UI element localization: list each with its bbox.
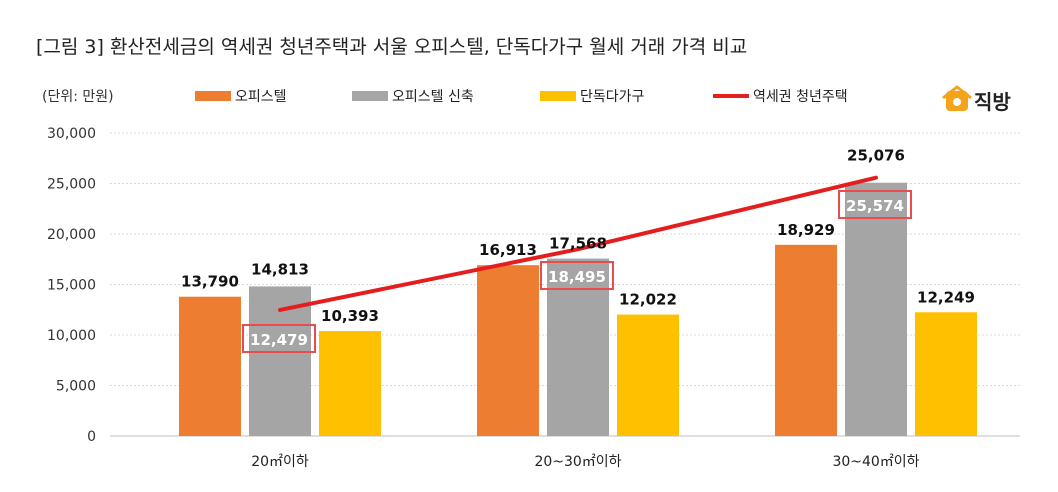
bar-data-label: 13,790 (181, 273, 239, 291)
bars (179, 182, 977, 436)
bar-1-2 (477, 265, 539, 436)
legend-label: 오피스텔 (235, 89, 287, 105)
y-tick-label: 25,000 (47, 177, 96, 193)
y-tick-label: 0 (87, 429, 96, 445)
legend-swatch (195, 91, 231, 101)
line-data-label: 25,574 (846, 197, 904, 215)
line-series (278, 175, 878, 312)
bar-2-3 (845, 182, 907, 436)
legend-swatch (352, 91, 388, 101)
unit-label: (단위: 만원) (42, 89, 114, 105)
bar-1-3 (775, 244, 837, 436)
y-tick-label: 15,000 (47, 278, 96, 294)
y-axis-ticks: 0 5,000 10,000 15,000 20,000 25,000 30,000 (47, 126, 96, 445)
bar-data-label: 18,929 (777, 221, 835, 239)
chart-title: [그림 3] 환산전세금의 역세권 청년주택과 서울 오피스텔, 단독다가구 월… (36, 36, 748, 58)
legend-label: 역세권 청년주택 (753, 89, 848, 105)
line-label-box (242, 324, 316, 353)
y-tick-label: 30,000 (47, 126, 96, 142)
bar-data-label: 14,813 (251, 260, 309, 278)
legend: 오피스텔 오피스텔 신축 단독다가구 역세권 청년주택 (195, 89, 848, 105)
line-label-box (540, 261, 614, 290)
x-category-label: 30~40㎡이하 (832, 454, 919, 470)
line-path (278, 175, 878, 312)
line-data-label: 18,495 (548, 268, 606, 286)
line-data-label: 12,479 (250, 331, 308, 349)
x-category-label: 20㎡이하 (251, 454, 309, 470)
bar-data-label: 17,568 (549, 235, 607, 253)
x-category-label: 20~30㎡이하 (534, 454, 621, 470)
bar-3-3 (915, 312, 977, 436)
bar-data-label: 12,249 (917, 288, 975, 306)
bar-3-2 (617, 314, 679, 436)
line-label-box (838, 190, 912, 219)
y-tick-label: 10,000 (47, 328, 96, 344)
bar-3-1 (319, 331, 381, 436)
legend-swatch (540, 91, 576, 101)
bar-data-label: 12,022 (619, 291, 677, 309)
y-tick-label: 20,000 (47, 227, 96, 243)
house-window-icon (953, 98, 961, 106)
bar-data-label: 16,913 (479, 241, 537, 259)
legend-label: 오피스텔 신축 (392, 89, 474, 105)
bar-data-label: 25,076 (847, 147, 905, 165)
brand-logo: 직방 (942, 85, 1011, 114)
x-axis-categories: 20㎡이하 20~30㎡이하 30~40㎡이하 (251, 454, 919, 470)
bar-data-label: 10,393 (321, 307, 379, 325)
house-roof-icon (942, 85, 972, 100)
data-labels: 13,790 16,913 18,929 14,813 17,568 25,076 10,3… (181, 147, 975, 353)
legend-label: 단독다가구 (580, 89, 645, 105)
y-tick-label: 5,000 (56, 379, 96, 395)
logo-text: 직방 (974, 90, 1011, 114)
bar-1-1 (179, 296, 241, 436)
